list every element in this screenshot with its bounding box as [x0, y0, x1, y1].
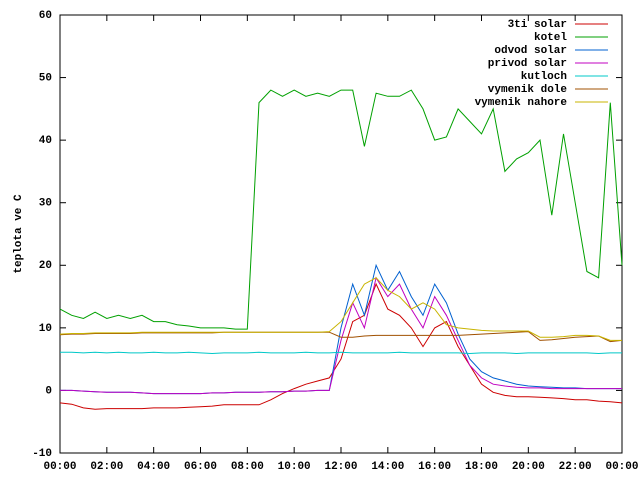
- legend-label: kutloch: [521, 71, 567, 83]
- x-tick-label: 06:00: [184, 461, 217, 473]
- series-line: [60, 263, 622, 395]
- x-tick-label: 04:00: [137, 461, 170, 473]
- x-tick-label: 16:00: [418, 461, 451, 473]
- y-tick-label: -10: [32, 448, 52, 460]
- y-tick-label: 10: [39, 323, 52, 335]
- legend-label: kotel: [534, 32, 567, 44]
- y-tick-label: 20: [39, 260, 52, 272]
- x-tick-label: 18:00: [465, 461, 498, 473]
- y-axis-label: teplota ve C: [13, 194, 25, 274]
- x-tick-label: 10:00: [278, 461, 311, 473]
- legend-label: privod solar: [488, 58, 567, 70]
- series-line: [59, 282, 623, 410]
- legend-label: odvod solar: [494, 45, 567, 57]
- x-tick-label: 20:00: [512, 461, 545, 473]
- x-tick-label: 22:00: [559, 461, 592, 473]
- x-tick-label: 00:00: [605, 461, 638, 473]
- series-line: [60, 276, 622, 395]
- legend-label: 3ti solar: [508, 19, 567, 31]
- x-tick-label: 00:00: [43, 461, 76, 473]
- series-line: [59, 331, 623, 343]
- y-tick-label: 60: [39, 10, 52, 22]
- x-tick-label: 12:00: [324, 461, 357, 473]
- series-line: [59, 277, 622, 341]
- x-tick-label: 14:00: [371, 461, 404, 473]
- legend-label: vymenik nahore: [475, 97, 568, 109]
- y-tick-label: 30: [39, 198, 52, 210]
- x-tick-label: 02:00: [90, 461, 123, 473]
- series-line: [60, 351, 622, 355]
- x-tick-label: 08:00: [231, 461, 264, 473]
- y-tick-label: 40: [39, 135, 52, 147]
- y-tick-label: 50: [39, 72, 52, 84]
- series-line: [59, 89, 623, 330]
- legend-label: vymenik dole: [488, 84, 568, 96]
- y-tick-label: 0: [45, 385, 52, 397]
